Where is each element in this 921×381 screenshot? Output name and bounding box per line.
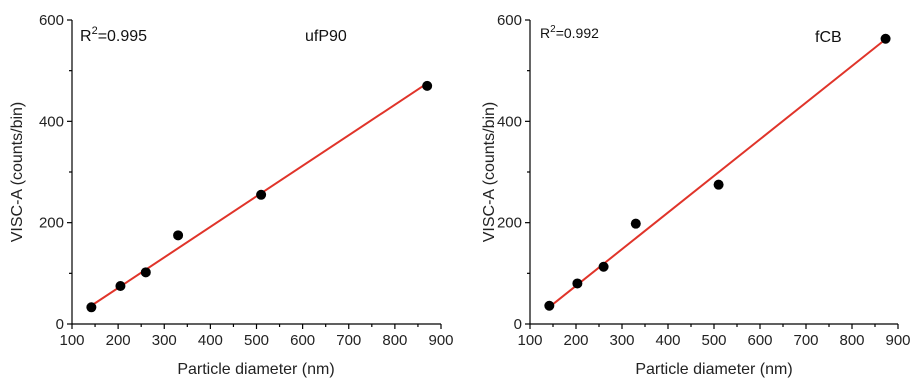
x-tick-label: 500 <box>244 332 269 349</box>
data-point <box>598 261 609 272</box>
x-tick-label: 200 <box>106 332 131 349</box>
x-tick-label: 300 <box>152 332 177 349</box>
x-tick-label: 900 <box>885 332 910 349</box>
y-tick-label: 200 <box>39 215 64 232</box>
y-tick-label: 600 <box>39 12 64 29</box>
y-tick-label: 400 <box>497 113 522 130</box>
r2-annotation: R2=0.995 <box>80 25 147 45</box>
y-tick-label: 200 <box>497 215 522 232</box>
y-tick-label: 600 <box>497 12 522 29</box>
x-axis-label: Particle diameter (nm) <box>635 361 792 378</box>
data-point <box>630 218 641 229</box>
x-tick-label: 600 <box>290 332 315 349</box>
data-point <box>256 189 267 200</box>
data-point <box>544 300 555 311</box>
y-tick-label: 0 <box>56 316 64 333</box>
data-point <box>115 281 126 291</box>
x-tick-label: 100 <box>517 332 542 349</box>
y-axis-label: VISC-A (counts/bin) <box>9 102 26 243</box>
data-point <box>713 179 724 190</box>
data-point <box>86 302 97 313</box>
x-axis-label: Particle diameter (nm) <box>177 361 334 378</box>
data-point <box>572 278 583 289</box>
y-tick-label: 400 <box>39 113 64 130</box>
data-point <box>173 230 184 241</box>
x-tick-label: 300 <box>609 332 634 349</box>
x-tick-label: 100 <box>59 332 84 349</box>
chart-panel-fcb: 100 200 300 400 500 600 700 800 900 0 200 400 600 VI… <box>481 12 911 378</box>
x-tick-label: 800 <box>839 332 864 349</box>
x-tick-label: 700 <box>793 332 818 349</box>
x-tick-label: 800 <box>382 332 407 349</box>
series-label: ufP90 <box>305 28 347 45</box>
x-tick-label: 600 <box>747 332 772 349</box>
data-point <box>140 267 151 278</box>
y-axis-label: VISC-A (counts/bin) <box>481 102 498 243</box>
x-tick-label: 500 <box>701 332 726 349</box>
x-tick-label: 900 <box>428 332 453 349</box>
series-label: fCB <box>815 29 842 46</box>
x-tick-label: 200 <box>563 332 588 349</box>
x-tick-label: 400 <box>655 332 680 349</box>
x-tick-label: 400 <box>198 332 223 349</box>
data-point <box>880 33 891 44</box>
chart-panel-ufp90: 100 200 300 400 500 600 700 800 900 0 200 400 600 VI… <box>9 12 454 378</box>
y-tick-label: 0 <box>514 316 522 333</box>
r2-annotation: R2=0.992 <box>540 24 599 41</box>
x-tick-label: 700 <box>336 332 361 349</box>
data-point <box>422 80 433 91</box>
